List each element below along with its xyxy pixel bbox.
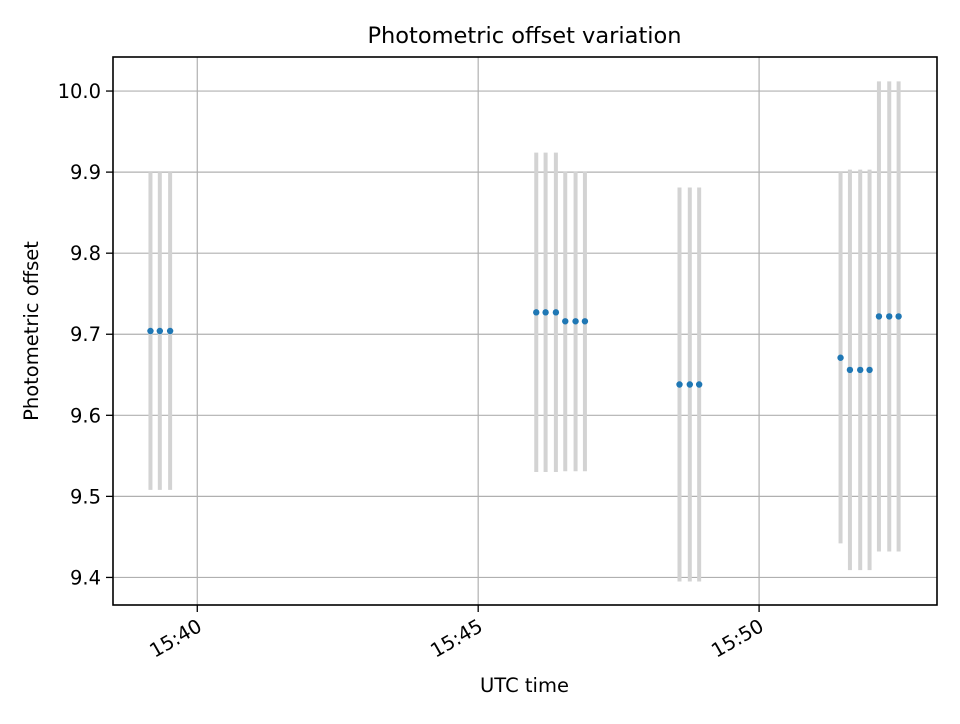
y-tick-label: 9.9 bbox=[70, 161, 101, 184]
plot-frame bbox=[112, 56, 938, 606]
data-point bbox=[562, 318, 569, 325]
data-point bbox=[875, 313, 883, 320]
grid-layer bbox=[113, 57, 937, 605]
data-point bbox=[857, 366, 864, 374]
data-point bbox=[866, 366, 873, 374]
data-point bbox=[156, 327, 164, 335]
data-point bbox=[846, 366, 854, 374]
data-point bbox=[695, 381, 703, 388]
data-point bbox=[533, 309, 540, 316]
data-point bbox=[886, 313, 893, 320]
data-point bbox=[542, 309, 549, 316]
chart-title: Photometric offset variation bbox=[367, 23, 681, 49]
y-tick-label: 9.8 bbox=[70, 242, 101, 265]
data-point bbox=[581, 318, 589, 325]
y-tick-label: 9.4 bbox=[70, 566, 101, 589]
data-point bbox=[166, 327, 174, 335]
point-layer bbox=[147, 309, 902, 388]
data-point bbox=[686, 381, 693, 388]
data-point bbox=[552, 309, 560, 316]
y-axis-ticks: 9.4 9.5 9.6 9.7 9.8 9.9 10.0 bbox=[58, 80, 113, 589]
x-axis-label: UTC time bbox=[480, 674, 569, 697]
y-tick-label: 9.5 bbox=[70, 485, 101, 508]
y-axis-label: Photometric offset bbox=[20, 241, 43, 421]
y-tick-label: 9.6 bbox=[70, 404, 101, 427]
data-point bbox=[147, 327, 154, 335]
data-point bbox=[895, 313, 902, 320]
data-point bbox=[837, 354, 844, 361]
y-tick-label: 9.7 bbox=[70, 323, 101, 346]
data-point bbox=[676, 381, 683, 388]
data-point bbox=[572, 318, 579, 325]
y-tick-label: 10.0 bbox=[58, 80, 101, 103]
